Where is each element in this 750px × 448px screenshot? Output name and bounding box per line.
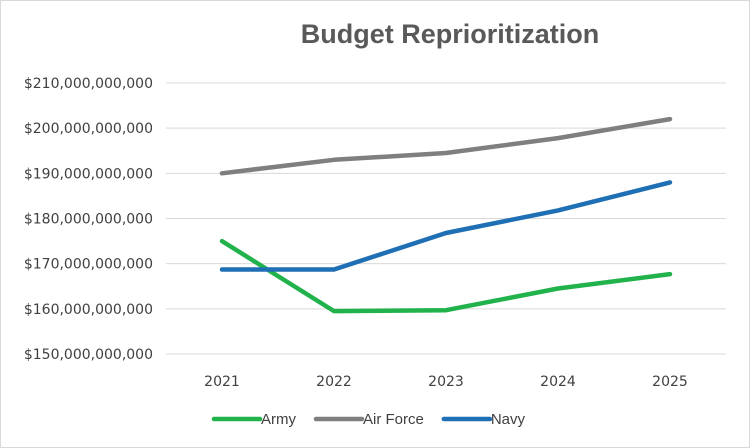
legend-label: Air Force [363,411,424,428]
x-tick-label: 2023 [428,374,464,390]
chart-title: Budget Reprioritization [300,19,600,49]
legend-label: Navy [491,411,526,428]
x-tick-label: 2021 [204,374,240,390]
series-line-navy [219,180,673,272]
y-tick-label: $210,000,000,000 [24,76,153,92]
y-tick-label: $160,000,000,000 [24,302,153,318]
y-tick-label: $190,000,000,000 [24,166,153,182]
series-line-army [219,238,673,314]
x-tick-label: 2024 [540,374,576,390]
y-tick-label: $200,000,000,000 [24,121,153,137]
x-tick-label: 2025 [652,374,688,390]
y-tick-label: $180,000,000,000 [24,212,153,228]
y-tick-label: $170,000,000,000 [24,257,153,273]
y-tick-label: $150,000,000,000 [24,347,153,363]
series-line-air-force [219,116,673,176]
x-tick-label: 2022 [316,374,352,390]
legend-label: Army [261,411,296,428]
